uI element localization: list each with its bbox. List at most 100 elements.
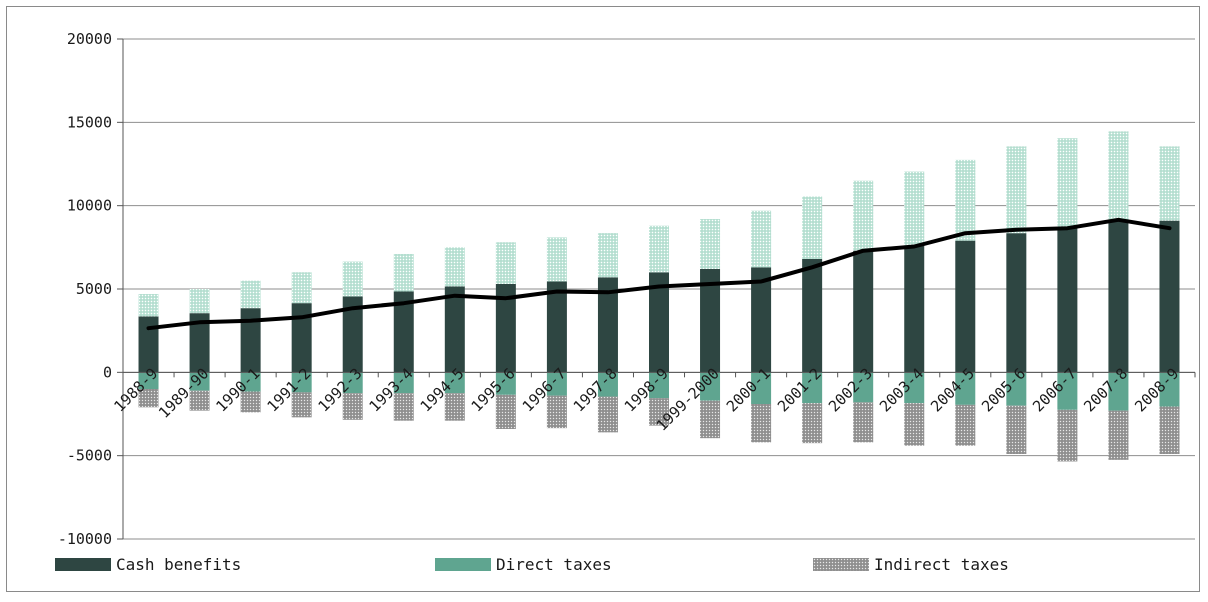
bar-direct-taxes <box>138 372 159 389</box>
legend-item: Direct taxes <box>435 555 612 574</box>
line-layer <box>146 217 1172 331</box>
bar-layer <box>138 131 1180 462</box>
bar-cash-benefits <box>546 281 567 373</box>
bar-direct-taxes <box>1108 372 1129 411</box>
bar-cash-benefits <box>444 286 465 373</box>
bar-direct-taxes <box>1057 372 1078 410</box>
bar-indirect-taxes <box>138 389 159 408</box>
legend: Cash benefits Direct taxes Indirect taxes <box>55 555 1009 574</box>
bar-direct-taxes <box>240 372 261 392</box>
bar-cash-benefits <box>1057 226 1078 373</box>
legend-swatch <box>55 558 111 571</box>
bar-direct-taxes <box>546 372 567 396</box>
bar-direct-taxes <box>597 372 618 397</box>
bar-positive-top-segment <box>495 242 516 284</box>
bar-positive-top-segment <box>700 219 721 269</box>
bar-cash-benefits <box>495 284 516 373</box>
bar-positive-top-segment <box>138 294 159 317</box>
bar-cash-benefits <box>240 308 261 373</box>
y-tick-label: 0 <box>103 363 112 381</box>
bar-indirect-taxes <box>291 392 312 418</box>
bar-direct-taxes <box>1159 372 1180 407</box>
bar-positive-top-segment <box>955 159 976 241</box>
bar-positive-top-segment <box>853 180 874 251</box>
bar-indirect-taxes <box>597 396 618 433</box>
bar-positive-top-segment <box>1057 138 1078 227</box>
legend-item: Indirect taxes <box>813 555 1009 574</box>
legend-swatch <box>435 558 491 571</box>
y-tick-label: 15000 <box>67 113 112 131</box>
legend-item: Cash benefits <box>55 555 241 574</box>
bar-indirect-taxes <box>751 404 772 443</box>
bar-indirect-taxes <box>853 402 874 443</box>
bar-positive-top-segment <box>240 280 261 309</box>
chart-frame: 20000 15000 10000 5000 0 -5000 -10000 1988-9 198… <box>6 6 1200 592</box>
bar-indirect-taxes <box>955 404 976 446</box>
bar-positive-top-segment <box>393 254 414 292</box>
bar-positive-top-segment <box>1006 146 1027 234</box>
bar-positive-top-segment <box>444 247 465 287</box>
bar-cash-benefits <box>342 296 363 373</box>
bar-indirect-taxes <box>393 393 414 421</box>
bar-indirect-taxes <box>444 393 465 421</box>
bar-positive-top-segment <box>291 272 312 304</box>
bar-direct-taxes <box>291 372 312 393</box>
series-line <box>146 217 1172 331</box>
bar-cash-benefits <box>904 245 925 373</box>
bar-positive-top-segment <box>1108 131 1129 221</box>
bar-cash-benefits <box>291 303 312 373</box>
axis-layer <box>117 38 1196 540</box>
bar-direct-taxes <box>853 372 874 403</box>
legend-label: Cash benefits <box>116 555 241 574</box>
bar-indirect-taxes <box>240 391 261 413</box>
bar-direct-taxes <box>393 372 414 394</box>
bar-positive-top-segment <box>546 237 567 282</box>
bar-positive-top-segment <box>1159 146 1180 221</box>
bar-direct-taxes <box>189 372 210 391</box>
bar-indirect-taxes <box>1057 409 1078 462</box>
bar-cash-benefits <box>700 269 721 373</box>
bar-cash-benefits <box>751 267 772 373</box>
bar-indirect-taxes <box>649 398 669 426</box>
legend-label: Direct taxes <box>496 555 612 574</box>
bar-indirect-taxes <box>802 403 823 444</box>
bar-direct-taxes <box>955 372 976 405</box>
bar-direct-taxes <box>495 372 516 395</box>
bar-cash-benefits <box>1006 233 1027 373</box>
bar-cash-benefits <box>649 272 669 373</box>
bar-direct-taxes <box>904 372 925 404</box>
bar-cash-benefits <box>955 240 976 373</box>
bar-positive-top-segment <box>802 196 823 259</box>
bar-indirect-taxes <box>904 403 925 446</box>
bar-cash-benefits <box>802 259 823 373</box>
bar-cash-benefits <box>189 313 210 373</box>
y-tick-label: -5000 <box>67 447 112 465</box>
bar-cash-benefits <box>138 316 159 373</box>
y-tick-label: 20000 <box>67 30 112 48</box>
bar-direct-taxes <box>802 372 823 404</box>
y-tick-label: 5000 <box>76 280 112 298</box>
bar-direct-taxes <box>649 372 669 399</box>
bar-positive-top-segment <box>342 261 363 297</box>
legend-swatch <box>813 558 869 571</box>
bar-positive-top-segment <box>189 289 210 314</box>
chart-svg: 20000150001000050000-5000-100001988-9198… <box>55 30 1196 574</box>
y-tick-label: 10000 <box>67 197 112 215</box>
bar-indirect-taxes <box>342 393 363 420</box>
bar-cash-benefits <box>597 277 618 373</box>
bar-indirect-taxes <box>1006 405 1027 454</box>
bar-indirect-taxes <box>700 400 721 439</box>
bar-direct-taxes <box>1006 372 1027 406</box>
bar-indirect-taxes <box>1159 406 1180 454</box>
bar-cash-benefits <box>393 291 414 373</box>
bar-direct-taxes <box>751 372 772 404</box>
bar-direct-taxes <box>444 372 465 394</box>
bar-positive-top-segment <box>751 210 772 268</box>
legend-label: Indirect taxes <box>874 555 1009 574</box>
bar-direct-taxes <box>700 372 721 401</box>
bar-cash-benefits <box>853 250 874 373</box>
bar-cash-benefits <box>1108 220 1129 373</box>
bar-direct-taxes <box>342 372 363 394</box>
bar-cash-benefits <box>1159 220 1180 373</box>
bar-indirect-taxes <box>1108 410 1129 460</box>
